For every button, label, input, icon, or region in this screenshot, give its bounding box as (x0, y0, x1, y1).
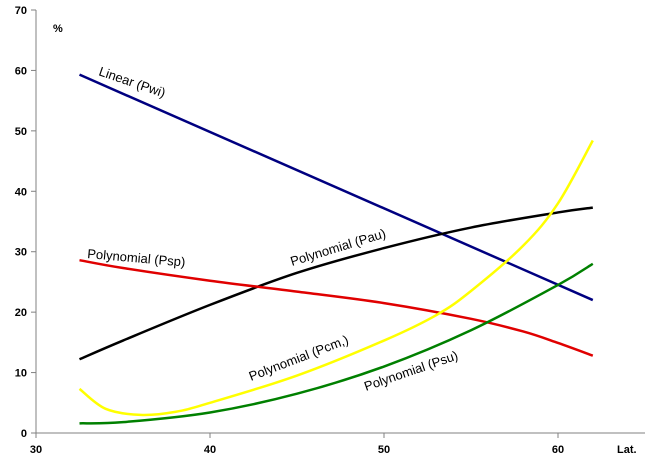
y-tick-label: 20 (15, 307, 27, 319)
y-tick-label: 10 (15, 368, 27, 380)
y-tick-label: 40 (15, 186, 27, 198)
series-line-psu (79, 262, 594, 425)
x-tick-label: 40 (204, 444, 216, 456)
series-label-pau: Polynomial (Pau) (288, 226, 387, 269)
x-axis-label: Lat. (617, 444, 637, 456)
series-line-pwi (78, 73, 594, 302)
series-label-pwi: Linear (Pwi) (97, 64, 167, 101)
series-lines (78, 73, 594, 425)
x-tick-label: 30 (30, 444, 42, 456)
plot-area: 0 10 20 30 40 50 60 70 30 40 50 60 (15, 5, 645, 456)
series-labels: Linear (Pwi) Polynomial (Pau) Polynomial (… (87, 64, 460, 394)
series-line-pcm (78, 139, 594, 417)
y-ticks: 0 10 20 30 40 50 60 70 (15, 5, 36, 440)
series-line-pau (79, 206, 593, 361)
x-ticks: 30 40 50 60 (30, 433, 564, 456)
y-tick-label: 30 (15, 247, 27, 259)
y-tick-label: 50 (15, 126, 27, 138)
y-tick-label: 0 (21, 428, 27, 440)
series-line-psp (79, 258, 594, 357)
x-tick-label: 60 (552, 444, 564, 456)
series-label-psu: Polynomial (Psu) (362, 348, 460, 394)
y-axis-label: % (53, 23, 63, 35)
y-tick-label: 70 (15, 5, 27, 17)
series-label-psp: Polynomial (Psp) (87, 246, 186, 270)
y-tick-label: 60 (15, 65, 27, 77)
x-tick-label: 50 (378, 444, 390, 456)
